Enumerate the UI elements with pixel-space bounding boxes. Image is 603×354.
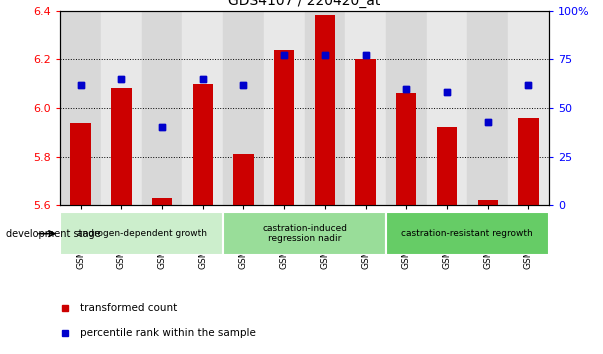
Bar bbox=[71, 122, 91, 205]
Point bbox=[198, 76, 207, 81]
Point bbox=[483, 119, 493, 125]
Bar bbox=[233, 154, 254, 205]
Bar bbox=[182, 11, 223, 205]
Bar bbox=[111, 88, 131, 205]
Bar bbox=[437, 127, 457, 205]
Point bbox=[442, 90, 452, 95]
Bar bbox=[152, 198, 172, 205]
Text: development stage: development stage bbox=[6, 229, 101, 239]
Point bbox=[279, 53, 289, 58]
Bar bbox=[355, 59, 376, 205]
Text: transformed count: transformed count bbox=[80, 303, 177, 313]
Point bbox=[523, 82, 533, 87]
Point bbox=[279, 53, 289, 58]
Bar bbox=[223, 11, 264, 205]
Text: androgen-dependent growth: androgen-dependent growth bbox=[77, 229, 207, 238]
Bar bbox=[467, 11, 508, 205]
Point bbox=[320, 53, 330, 58]
Bar bbox=[315, 16, 335, 205]
Bar bbox=[386, 11, 427, 205]
Point bbox=[239, 82, 248, 87]
Title: GDS4107 / 220420_at: GDS4107 / 220420_at bbox=[229, 0, 380, 8]
Point bbox=[402, 86, 411, 91]
Point bbox=[116, 76, 126, 81]
Point bbox=[442, 90, 452, 95]
Bar bbox=[223, 212, 386, 255]
Bar bbox=[111, 88, 131, 205]
Bar bbox=[437, 127, 457, 205]
Point bbox=[116, 76, 126, 81]
Bar bbox=[518, 118, 538, 205]
Bar bbox=[192, 84, 213, 205]
Text: percentile rank within the sample: percentile rank within the sample bbox=[80, 329, 256, 338]
Bar bbox=[355, 59, 376, 205]
Point bbox=[76, 82, 86, 87]
Bar bbox=[427, 11, 467, 205]
Point bbox=[361, 53, 370, 58]
Point bbox=[157, 125, 167, 130]
Bar bbox=[60, 11, 101, 205]
Point bbox=[239, 82, 248, 87]
Point bbox=[402, 86, 411, 91]
Bar bbox=[274, 50, 294, 205]
Text: castration-induced
regression nadir: castration-induced regression nadir bbox=[262, 224, 347, 243]
Bar bbox=[396, 93, 417, 205]
Point bbox=[320, 53, 330, 58]
Point bbox=[198, 76, 207, 81]
Bar bbox=[60, 212, 223, 255]
Bar bbox=[396, 93, 417, 205]
Point bbox=[76, 82, 86, 87]
Bar bbox=[192, 84, 213, 205]
Bar bbox=[152, 198, 172, 205]
Bar bbox=[508, 11, 549, 205]
Bar bbox=[478, 200, 498, 205]
Bar bbox=[264, 11, 305, 205]
Bar bbox=[142, 11, 183, 205]
Bar bbox=[518, 118, 538, 205]
Bar bbox=[386, 212, 549, 255]
Bar bbox=[101, 11, 142, 205]
Point bbox=[483, 119, 493, 125]
Point bbox=[361, 53, 370, 58]
Bar bbox=[274, 50, 294, 205]
Point bbox=[157, 125, 167, 130]
Bar bbox=[478, 200, 498, 205]
Point bbox=[523, 82, 533, 87]
Bar bbox=[71, 122, 91, 205]
Bar bbox=[305, 11, 345, 205]
Bar bbox=[345, 11, 386, 205]
Bar bbox=[315, 16, 335, 205]
Text: castration-resistant regrowth: castration-resistant regrowth bbox=[402, 229, 533, 238]
Bar bbox=[233, 154, 254, 205]
